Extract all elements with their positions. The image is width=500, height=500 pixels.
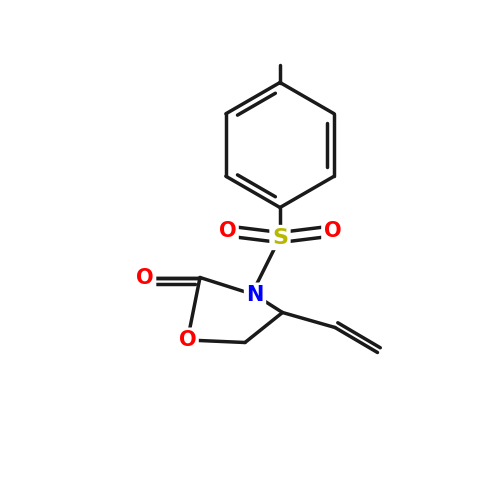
Text: O: O xyxy=(178,330,196,350)
Text: O: O xyxy=(218,221,236,241)
Text: S: S xyxy=(272,228,288,248)
Text: N: N xyxy=(246,285,264,305)
Text: O: O xyxy=(136,268,154,287)
Text: O: O xyxy=(324,221,342,241)
